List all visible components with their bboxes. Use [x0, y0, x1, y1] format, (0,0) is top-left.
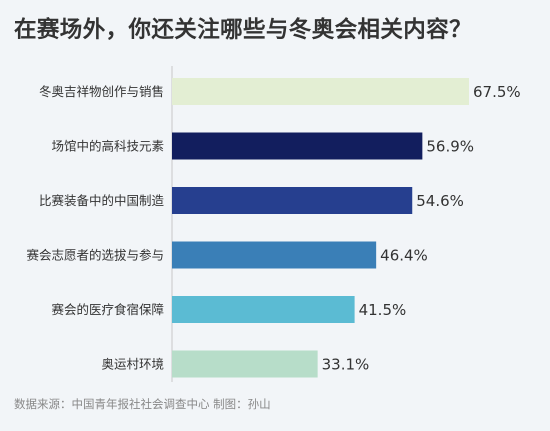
- bar-2: [172, 187, 413, 214]
- bar-0: [172, 78, 469, 105]
- bars-group: [172, 78, 469, 378]
- chart-title: 在赛场外，你还关注哪些与冬奥会相关内容？: [14, 17, 473, 43]
- category-labels: 冬奥吉祥物创作与销售场馆中的高科技元素比赛装备中的中国制造赛会志愿者的选拔与参与…: [26, 84, 164, 372]
- value-label-3: 46.4%: [380, 247, 428, 265]
- source-note: 数据来源：中国青年报社社会调查中心 制图：孙山: [14, 397, 271, 411]
- category-label-4: 赛会的医疗食宿保障: [51, 302, 164, 317]
- category-label-3: 赛会志愿者的选拔与参与: [26, 248, 164, 263]
- value-label-5: 33.1%: [322, 356, 370, 374]
- category-label-5: 奥运村环境: [101, 357, 164, 372]
- category-label-2: 比赛装备中的中国制造: [39, 193, 165, 208]
- bar-5: [172, 350, 318, 378]
- value-label-0: 67.5%: [473, 83, 521, 101]
- category-label-1: 场馆中的高科技元素: [51, 139, 164, 154]
- bar-1: [172, 132, 423, 160]
- value-label-4: 41.5%: [359, 301, 407, 319]
- value-label-2: 54.6%: [416, 192, 464, 210]
- bar-4: [172, 296, 355, 323]
- value-label-1: 56.9%: [426, 138, 474, 156]
- value-labels: 67.5% 56.9% 54.6% 46.4% 41.5% 33.1%: [322, 83, 521, 374]
- bar-3: [172, 241, 377, 269]
- category-label-0: 冬奥吉祥物创作与销售: [39, 84, 164, 99]
